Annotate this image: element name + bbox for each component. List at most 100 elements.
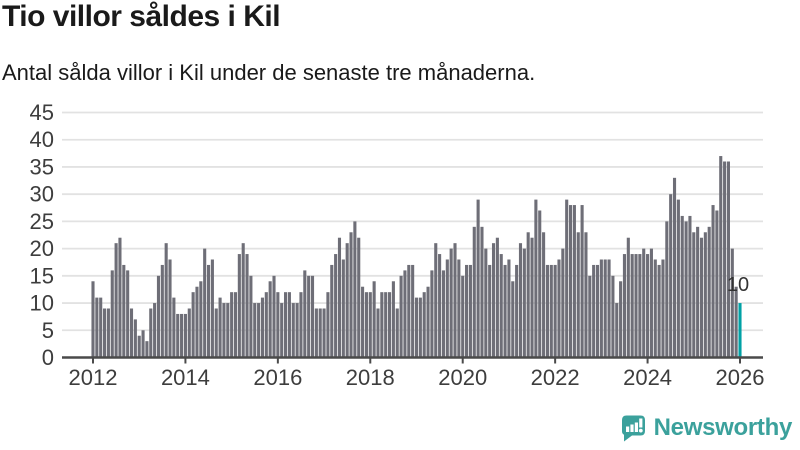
- bar: [334, 254, 338, 358]
- bar: [399, 275, 403, 358]
- bar: [191, 292, 195, 358]
- bar: [461, 275, 465, 358]
- bar: [453, 243, 457, 358]
- bar: [168, 259, 172, 358]
- bar: [615, 303, 619, 358]
- bar: [649, 248, 653, 358]
- bar: [172, 297, 176, 358]
- x-axis-label: 2014: [161, 365, 210, 390]
- bar: [692, 232, 696, 358]
- bar: [653, 259, 657, 358]
- bar: [495, 237, 499, 358]
- bar: [484, 248, 488, 358]
- bar: [403, 270, 407, 358]
- y-axis-label: 0: [42, 345, 54, 370]
- bar: [103, 308, 107, 358]
- bar: [307, 275, 311, 358]
- bar: [187, 308, 191, 358]
- bar: [696, 226, 700, 358]
- bar: [110, 270, 114, 358]
- y-axis-label: 30: [30, 182, 54, 207]
- bar: [253, 303, 257, 358]
- bar: [680, 215, 684, 358]
- bar: [438, 254, 442, 358]
- bar: [726, 161, 730, 358]
- bar: [549, 264, 553, 358]
- bar: [176, 313, 180, 358]
- bar: [407, 264, 411, 358]
- bar: [222, 303, 226, 358]
- y-axis-label: 40: [30, 127, 54, 152]
- bar: [91, 281, 95, 358]
- bar: [515, 264, 519, 358]
- bar: [384, 292, 388, 358]
- bar: [114, 243, 118, 358]
- bar: [414, 297, 419, 358]
- bar: [95, 297, 99, 358]
- bar: [280, 303, 284, 358]
- bar: [129, 308, 134, 358]
- bar: [441, 270, 446, 358]
- x-axis-label: 2026: [716, 365, 765, 390]
- bar: [619, 281, 623, 358]
- bar: [291, 303, 295, 358]
- bar: [688, 215, 692, 358]
- bar: [218, 297, 222, 358]
- bar: [249, 275, 253, 358]
- bar: [387, 292, 392, 358]
- bar: [422, 292, 426, 358]
- brand-name: Newsworthy: [653, 414, 793, 441]
- bar: [449, 248, 453, 358]
- bar: [214, 308, 218, 358]
- bar: [592, 264, 596, 358]
- bar: [241, 243, 245, 358]
- bar: [503, 264, 507, 358]
- bar: [476, 199, 480, 358]
- bar: [491, 243, 496, 358]
- bar: [145, 341, 149, 358]
- bar: [734, 286, 738, 358]
- x-axis-label: 2016: [253, 365, 302, 390]
- bar: [245, 254, 249, 358]
- y-axis-label: 20: [30, 236, 54, 261]
- x-axis-label: 2022: [531, 365, 580, 390]
- bar: [511, 281, 515, 358]
- bar: [626, 237, 630, 358]
- bar: [395, 308, 399, 358]
- y-axis-label: 35: [30, 154, 54, 179]
- bar: [499, 254, 503, 358]
- bar: [565, 199, 569, 358]
- bar: [349, 232, 353, 358]
- bar: [230, 292, 234, 358]
- bar: [518, 243, 523, 358]
- bar: [661, 259, 665, 358]
- bar: [203, 248, 207, 358]
- bar: [730, 248, 734, 358]
- bar: [180, 313, 184, 358]
- bar: [368, 292, 372, 358]
- bar: [468, 264, 472, 358]
- bar: [195, 286, 199, 358]
- bar: [418, 297, 422, 358]
- bar: [199, 281, 203, 358]
- bar: [226, 303, 230, 358]
- bar: [580, 205, 584, 358]
- bar: [572, 205, 576, 358]
- y-axis-label: 15: [30, 263, 54, 288]
- bar: [646, 254, 650, 358]
- bar: [707, 226, 711, 358]
- bar: [272, 275, 276, 358]
- chart-title: Tio villor såldes i Kil: [2, 0, 281, 33]
- bar: [183, 313, 187, 358]
- bar: [711, 205, 715, 358]
- bar: [133, 319, 137, 358]
- bar: [542, 232, 546, 358]
- bar: [303, 270, 307, 358]
- bar: [699, 237, 704, 358]
- bar: [607, 259, 611, 358]
- bar: [106, 308, 110, 358]
- bar: [480, 226, 484, 358]
- bar: [276, 292, 280, 358]
- highlight-value-label: 10: [727, 274, 749, 296]
- bar: [318, 308, 322, 358]
